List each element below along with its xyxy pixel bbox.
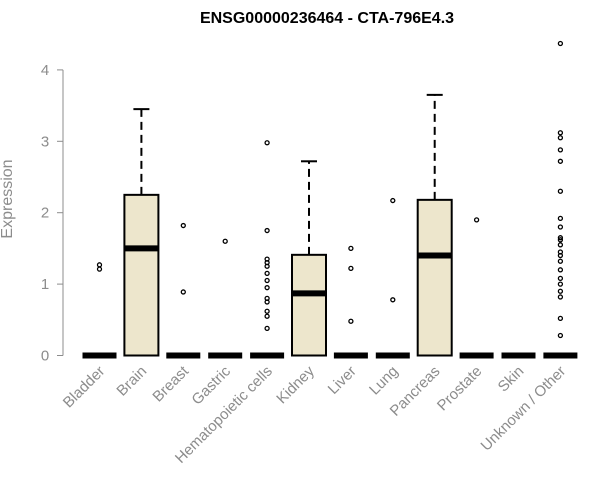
box-breast — [166, 222, 201, 359]
outlier-point — [348, 265, 354, 272]
outlier-point — [222, 238, 228, 244]
outlier-point — [557, 294, 564, 300]
outlier-point — [180, 289, 186, 295]
outlier-point — [264, 270, 270, 277]
x-category-label: Brain — [113, 363, 150, 400]
outlier-point — [557, 235, 564, 241]
box-gastric — [208, 238, 243, 359]
outlier-point — [264, 140, 270, 146]
outlier-point — [264, 256, 270, 262]
outlier-point — [557, 130, 564, 136]
outlier-point — [96, 266, 103, 272]
outlier-point — [557, 147, 564, 153]
outlier-point — [557, 267, 564, 273]
x-category-label: Liver — [325, 363, 360, 398]
y-axis-title: Expression — [0, 159, 16, 238]
y-tick-label: 3 — [41, 133, 49, 150]
outlier-point — [96, 262, 103, 268]
outlier-point — [557, 332, 564, 339]
box-bladder — [82, 262, 117, 359]
outlier-point — [557, 281, 564, 287]
outlier-point — [557, 237, 564, 243]
x-category-label: Kidney — [273, 362, 318, 407]
y-tick-label: 4 — [41, 62, 49, 79]
x-category-label: Bladder — [60, 363, 109, 412]
outlier-point — [557, 215, 564, 222]
outlier-point — [557, 224, 564, 230]
outlier-point — [557, 275, 564, 282]
outlier-point — [264, 277, 270, 284]
x-category-label: Lung — [366, 363, 402, 399]
outlier-point — [557, 315, 564, 322]
x-category-label: Skin — [495, 363, 528, 396]
x-category-label: Prostate — [434, 363, 486, 415]
outlier-point — [264, 295, 270, 302]
box-lung — [375, 197, 410, 359]
box-series — [82, 40, 578, 359]
y-tick-label: 0 — [41, 348, 49, 365]
box-liver — [333, 245, 368, 359]
outlier-point — [264, 313, 270, 319]
outlier-point — [557, 40, 564, 47]
y-axis: 0 1 2 3 4 — [41, 62, 64, 365]
outlier-point — [557, 188, 564, 194]
outlier-point — [473, 217, 480, 223]
outlier-point — [557, 249, 564, 255]
iqr-box — [416, 198, 453, 357]
outlier-point — [264, 325, 270, 332]
outlier-point — [557, 158, 564, 164]
box-pancreas — [416, 93, 453, 357]
outlier-point — [348, 245, 354, 252]
outlier-point — [390, 297, 396, 303]
outlier-point — [264, 285, 270, 291]
outlier-point — [348, 318, 354, 324]
outlier-point — [557, 288, 564, 294]
outlier-point — [180, 222, 186, 229]
box-kidney — [291, 160, 327, 357]
x-category-label: Breast — [149, 362, 192, 405]
box-unknown-other — [543, 40, 578, 359]
y-tick-label: 2 — [41, 205, 49, 222]
outlier-point — [557, 242, 564, 248]
box-brain — [123, 108, 160, 357]
iqr-box — [291, 253, 327, 357]
outlier-point — [264, 308, 270, 314]
outlier-point — [557, 135, 564, 141]
chart-title: ENSG00000236464 - CTA-796E4.3 — [200, 10, 454, 27]
outlier-point — [264, 227, 270, 234]
outlier-point — [390, 197, 396, 204]
box-prostate — [459, 217, 494, 359]
outlier-point — [557, 258, 564, 264]
y-tick-label: 1 — [41, 276, 49, 293]
box-hematopoietic-cells — [250, 140, 285, 359]
iqr-box — [123, 193, 160, 357]
